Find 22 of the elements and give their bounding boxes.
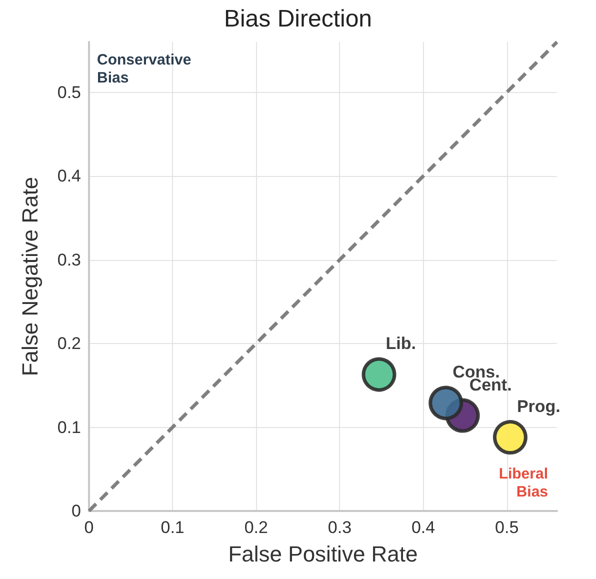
point xyxy=(428,386,464,420)
x-tick-label: 0.3 xyxy=(328,518,352,537)
point xyxy=(362,357,396,392)
y-tick-label: 0.5 xyxy=(57,82,81,102)
y-axis-title: False Negative Rate xyxy=(18,176,42,376)
x-tick-label: 0 xyxy=(84,518,94,537)
annotation: Liberal Bias xyxy=(498,466,548,500)
y-tick-label: 0.2 xyxy=(57,334,81,353)
x-tick-label: 0.4 xyxy=(411,518,436,537)
point xyxy=(492,420,528,455)
x-tick-label: 0.2 xyxy=(244,518,268,537)
y-tick-label: 0 xyxy=(72,502,81,520)
series-label: Prog. xyxy=(516,397,560,416)
x-axis-title: False Positive Rate xyxy=(228,542,418,566)
x-tick-label: 0.1 xyxy=(160,518,184,537)
y-tick-label: 0.1 xyxy=(57,418,81,437)
y-tick-label: 0.3 xyxy=(57,250,81,270)
y-tick-label: 0.4 xyxy=(57,166,81,186)
series-label: Lib. xyxy=(386,334,416,354)
chart-title: Bias Direction xyxy=(224,6,372,32)
x-tick-label: 0.5 xyxy=(495,518,519,537)
annotation: Conservative Bias xyxy=(97,52,192,86)
